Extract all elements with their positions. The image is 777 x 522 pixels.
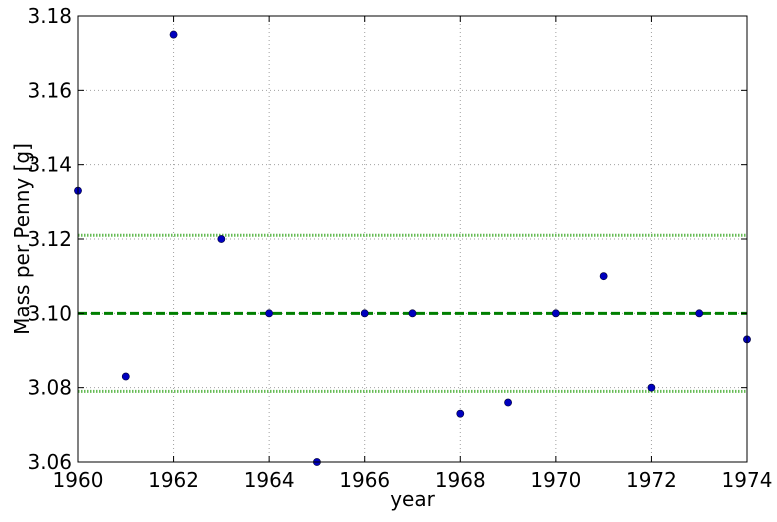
data-point <box>456 409 465 418</box>
data-point <box>360 309 369 318</box>
x-tick-label: 1964 <box>244 468 295 492</box>
data-point <box>217 235 226 243</box>
data-point <box>169 30 178 39</box>
data-point <box>265 309 274 318</box>
y-tick-label: 3.10 <box>27 301 72 325</box>
data-point <box>647 383 656 392</box>
y-axis-label: Mass per Penny [g] <box>10 143 34 335</box>
data-point <box>599 272 608 281</box>
x-tick-label: 1974 <box>722 468 773 492</box>
y-tick-label: 3.08 <box>27 376 72 400</box>
data-points <box>74 30 751 466</box>
x-tick-label: 1966 <box>339 468 390 492</box>
data-point <box>551 309 560 318</box>
x-tick-label: 1962 <box>148 468 199 492</box>
y-tick-label: 3.16 <box>27 78 72 102</box>
x-axis-ticks: 1960 1962 1964 1966 1968 1970 1972 1974 <box>53 16 773 492</box>
grid-layer <box>77 15 748 463</box>
y-tick-label: 3.06 <box>27 450 72 474</box>
x-tick-label: 1960 <box>53 468 104 492</box>
y-tick-label: 3.18 <box>27 4 72 28</box>
data-point <box>695 309 704 318</box>
y-tick-label: 3.14 <box>27 153 72 177</box>
y-axis-ticks: 3.06 3.08 3.10 3.12 3.14 3.16 3.18 <box>27 4 747 474</box>
x-tick-label: 1972 <box>626 468 677 492</box>
data-point <box>408 309 417 318</box>
y-tick-label: 3.12 <box>27 227 72 251</box>
data-point <box>121 372 130 381</box>
x-tick-label: 1970 <box>530 468 581 492</box>
x-axis-label: year <box>390 487 435 511</box>
x-tick-label: 1968 <box>435 468 486 492</box>
reference-lines <box>78 233 747 393</box>
data-point <box>504 398 512 407</box>
